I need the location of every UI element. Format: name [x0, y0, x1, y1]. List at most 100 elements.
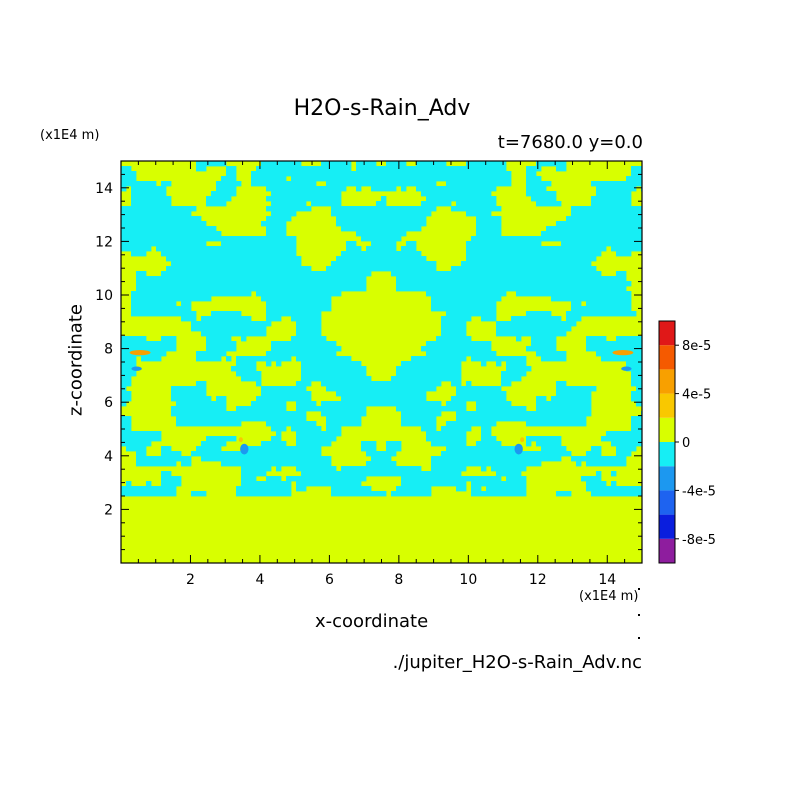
field-cell-negative [411, 166, 417, 172]
field-cell-negative [301, 401, 307, 407]
field-cell-negative [161, 251, 167, 257]
field-cell-negative [211, 406, 217, 412]
field-cell-negative [271, 411, 277, 417]
field-cell-negative [196, 161, 202, 167]
field-cell-negative [246, 241, 252, 247]
field-cell-negative [476, 191, 482, 197]
field-cell-negative [371, 466, 377, 472]
field-cell-negative [361, 226, 367, 232]
field-cell-negative [266, 311, 272, 317]
field-cell-negative [281, 251, 287, 257]
field-cell-negative [491, 256, 497, 262]
field-cell-negative [481, 246, 487, 252]
field-cell-negative [466, 456, 472, 462]
field-cell-negative [491, 466, 497, 472]
field-cell-negative [321, 466, 327, 472]
field-cell-negative [626, 311, 632, 317]
field-cell-negative [431, 466, 437, 472]
field-cell-negative [251, 371, 257, 377]
field-cell-negative [306, 311, 312, 317]
field-cell-negative [361, 376, 367, 382]
field-cell-negative [561, 166, 567, 172]
field-cell-negative [531, 331, 537, 337]
field-cell-negative [326, 406, 332, 412]
field-cell-negative [411, 256, 417, 262]
field-cell-negative [356, 251, 362, 257]
field-cell-negative [341, 376, 347, 382]
field-cell-negative [286, 276, 292, 282]
field-cell-negative [256, 271, 262, 277]
field-cell-negative [171, 281, 177, 287]
field-cell-negative [516, 466, 522, 472]
field-cell-negative [261, 176, 267, 182]
field-cell-negative [346, 271, 352, 277]
field-cell-negative [221, 331, 227, 337]
field-cell-negative [126, 431, 132, 437]
field-cell-negative [406, 261, 412, 267]
field-cell-negative [316, 371, 322, 377]
field-cell-negative [166, 296, 172, 302]
y-tick-label: 2 [104, 502, 113, 518]
field-cell-negative [271, 246, 277, 252]
field-cell-negative [496, 396, 502, 402]
field-cell-negative [121, 361, 127, 367]
field-cell-negative [361, 276, 367, 282]
field-cell-negative [306, 326, 312, 332]
field-cell-negative [181, 401, 187, 407]
field-cell-negative [471, 416, 477, 422]
field-cell-negative [346, 371, 352, 377]
field-cell-negative [211, 351, 217, 357]
field-cell-negative [306, 356, 312, 362]
field-cell-negative [376, 491, 382, 497]
field-cell-negative [511, 251, 517, 257]
field-cell-negative [566, 246, 572, 252]
field-cell-negative [426, 341, 432, 347]
field-cell-negative [311, 336, 317, 342]
field-cell-negative [501, 321, 507, 327]
field-cell-negative [136, 241, 142, 247]
field-cell-negative [416, 356, 422, 362]
field-cell-negative [441, 366, 447, 372]
field-cell-negative [211, 251, 217, 257]
colorbar-band [659, 514, 675, 539]
field-cell-negative [631, 446, 637, 452]
field-cell-negative [266, 206, 272, 212]
field-cell-negative [576, 401, 582, 407]
field-cell-negative [636, 166, 642, 172]
field-cell-negative [306, 346, 312, 352]
field-cell-negative [481, 181, 487, 187]
field-cell-negative [586, 306, 592, 312]
field-cell-negative [361, 266, 367, 272]
field-cell-negative [411, 246, 417, 252]
field-cell-negative [121, 336, 127, 342]
field-cell-negative [146, 431, 152, 437]
field-cell-negative [481, 416, 487, 422]
field-cell-negative [246, 486, 252, 492]
field-cell-negative [206, 341, 212, 347]
field-cell-negative [126, 426, 132, 432]
field-cell-negative [536, 321, 542, 327]
field-cell-negative [496, 446, 502, 452]
field-cell-negative [616, 221, 622, 227]
field-cell-negative [486, 286, 492, 292]
field-cell-negative [371, 261, 377, 267]
field-cell-negative [291, 176, 297, 182]
field-cell-negative [466, 256, 472, 262]
field-cell-negative [306, 206, 312, 212]
field-cell-negative [221, 321, 227, 327]
field-cell-negative [171, 451, 177, 457]
field-cell-negative [286, 266, 292, 272]
field-cell-negative [506, 331, 512, 337]
field-cell-negative [301, 431, 307, 437]
field-cell-negative [481, 346, 487, 352]
field-cell-negative [461, 476, 467, 482]
field-cell-negative [291, 211, 297, 217]
field-cell-negative [466, 191, 472, 197]
field-cell-negative [536, 341, 542, 347]
field-cell-negative [566, 286, 572, 292]
field-cell-negative [411, 481, 417, 487]
field-cell-negative [206, 201, 212, 207]
field-cell-negative [576, 271, 582, 277]
field-cell-negative [291, 236, 297, 242]
field-cell-negative [396, 261, 402, 267]
